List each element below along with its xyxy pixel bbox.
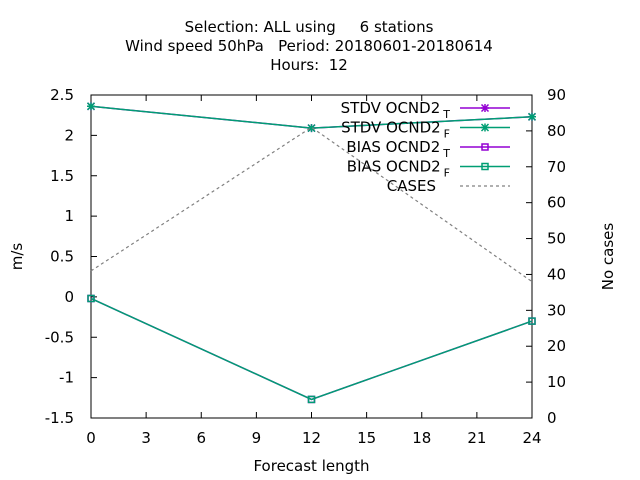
y-tick-label: -0.5: [45, 328, 74, 346]
series-cases: [90, 126, 533, 283]
series-stdv-ocnd2-f: [86, 102, 537, 133]
y-tick-label: 2: [64, 126, 74, 144]
x-tick-label: 12: [302, 429, 321, 447]
legend-marker: [481, 162, 489, 171]
legend-entry: STDV OCND2 F: [341, 119, 510, 141]
y2-tick-label: 80: [547, 122, 566, 140]
chart-title-line: Selection: ALL using 6 stations: [185, 18, 434, 36]
y2-tick-label: 30: [547, 301, 566, 319]
plot-frame: [90, 94, 533, 419]
legend-marker: [481, 143, 489, 151]
y2-tick-label: 50: [547, 230, 566, 248]
legend-label: BIAS OCND2 F: [347, 158, 450, 180]
x-tick-label: 6: [196, 429, 206, 447]
legend-marker: [480, 123, 490, 132]
series-bias-ocnd2-t: [87, 294, 536, 404]
y2-tick-label: 0: [547, 409, 557, 427]
data-point: [86, 102, 96, 111]
chart-title-line: Hours: 12: [270, 56, 348, 74]
series-line: [90, 297, 533, 401]
x-axis-label: Forecast length: [253, 457, 369, 475]
legend-entry: BIAS OCND2 F: [347, 158, 510, 180]
legend-label: BIAS OCND2 T: [346, 138, 450, 160]
legend-label: STDV OCND2 T: [341, 99, 451, 121]
data-point: [527, 112, 537, 121]
data-point: [307, 124, 316, 133]
data-point: [528, 317, 536, 325]
x-tick-label: 0: [86, 429, 96, 447]
y-tick-label: 1.5: [50, 167, 74, 185]
legend-entry: STDV OCND2 T: [341, 99, 510, 121]
legend-label-text: STDV OCND2: [341, 119, 441, 137]
y2-tick-label: 40: [547, 265, 566, 283]
y2-tick-label: 90: [547, 86, 566, 104]
data-point: [307, 395, 316, 404]
chart-title-line: Wind speed 50hPa Period: 20180601-201806…: [125, 37, 493, 55]
x-tick-label: 3: [141, 429, 151, 447]
x-tick-label: 18: [412, 429, 431, 447]
x-tick-label: 21: [467, 429, 486, 447]
y-axis: -1.5 -1 -0.5 0 0.5 1 1.5 2 2.5: [45, 86, 97, 427]
y2-axis: 0 10 20 30 40 50 60 70 80 90: [526, 86, 566, 427]
y2-tick-label: 70: [547, 158, 566, 176]
legend-label-text: CASES: [387, 177, 436, 195]
legend-label-text: BIAS OCND2: [346, 138, 440, 156]
legend-label: STDV OCND2 F: [341, 119, 450, 141]
x-tick-label: 15: [357, 429, 376, 447]
x-axis: 0 3 6 9 12 15 18 21 24: [86, 95, 542, 447]
y-tick-label: 1: [64, 207, 74, 225]
data-point: [87, 294, 95, 303]
y-tick-label: -1.5: [45, 409, 74, 427]
y2-tick-label: 60: [547, 194, 566, 212]
legend-label: CASES: [387, 177, 436, 195]
legend-marker: [480, 103, 490, 113]
legend-label-subscript: T: [442, 147, 450, 160]
legend-label-subscript: F: [444, 167, 450, 180]
y-tick-label: 0: [64, 288, 74, 306]
legend-entry: BIAS OCND2 T: [346, 138, 510, 160]
y-tick-label: 2.5: [50, 86, 74, 104]
series-line: [90, 297, 533, 401]
y-tick-label: -1: [59, 369, 74, 387]
legend-label-subscript: F: [444, 128, 450, 141]
y-axis-label: m/s: [8, 243, 26, 271]
legend-entry: CASES: [387, 177, 510, 195]
series-layer: [86, 102, 537, 404]
y-tick-label: 0.5: [50, 248, 74, 266]
legend-label-subscript: T: [442, 108, 450, 121]
legend-label-text: BIAS OCND2: [347, 158, 441, 176]
legend-label-text: STDV OCND2: [341, 99, 441, 117]
y2-tick-label: 20: [547, 337, 566, 355]
y2-axis-label: No cases: [599, 223, 617, 291]
y2-tick-label: 10: [547, 373, 566, 391]
series-line: [90, 126, 533, 283]
series-bias-ocnd2-f: [87, 294, 536, 404]
x-tick-label: 9: [252, 429, 262, 447]
x-tick-label: 24: [522, 429, 541, 447]
